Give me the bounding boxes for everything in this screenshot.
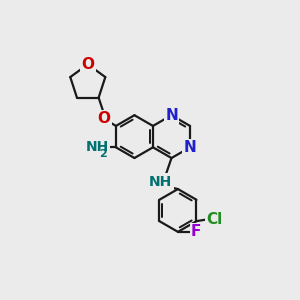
Text: N: N: [184, 140, 196, 155]
Text: O: O: [81, 57, 94, 72]
Text: O: O: [98, 111, 111, 126]
Text: N: N: [165, 108, 178, 123]
Text: Cl: Cl: [206, 212, 223, 226]
Text: 2: 2: [99, 149, 107, 159]
Text: NH: NH: [149, 175, 172, 189]
Text: F: F: [191, 224, 201, 239]
Text: NH: NH: [86, 140, 109, 154]
